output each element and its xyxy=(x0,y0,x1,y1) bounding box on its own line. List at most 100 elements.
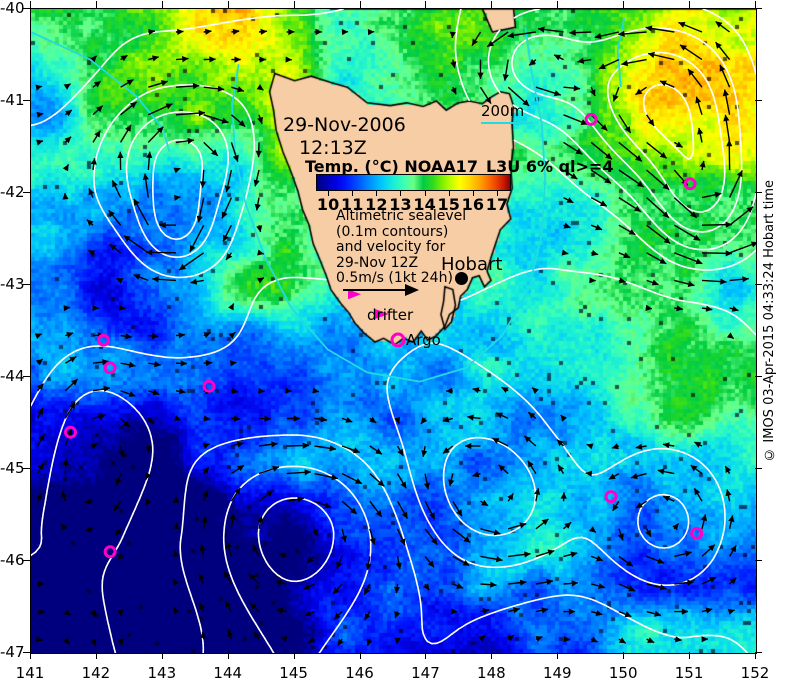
sealevel-contour xyxy=(605,172,612,178)
sealevel-contour xyxy=(625,133,632,140)
sealevel-contour xyxy=(364,570,369,577)
sealevel-contour xyxy=(498,608,503,612)
velocity-arrow-head xyxy=(333,587,340,595)
sealevel-contour xyxy=(99,138,104,145)
sealevel-contour xyxy=(672,239,680,245)
velocity-arrow-head xyxy=(482,608,490,615)
velocity-arrow-head xyxy=(336,561,343,569)
sealevel-contour xyxy=(68,350,76,356)
sealevel-contour xyxy=(629,138,636,145)
sealevel-contour xyxy=(186,230,192,236)
velocity-arrow-head xyxy=(742,276,749,283)
sealevel-contour xyxy=(414,488,418,496)
x-axis-tick xyxy=(359,1,361,8)
sealevel-contour xyxy=(245,109,250,116)
sealevel-contour xyxy=(690,118,693,126)
sealevel-contour xyxy=(738,186,742,193)
sealevel-contour xyxy=(688,109,692,116)
velocity-arrow-head xyxy=(66,428,73,436)
sealevel-contour xyxy=(513,563,521,567)
sealevel-contour xyxy=(527,9,535,13)
velocity-arrow-head xyxy=(341,28,349,36)
sealevel-contour xyxy=(142,483,146,491)
velocity-arrow-head xyxy=(37,462,44,470)
velocity-arrow-head xyxy=(569,29,576,36)
velocity-arrow-head xyxy=(147,417,154,424)
sealevel-contour xyxy=(49,469,52,475)
sealevel-contour xyxy=(474,291,479,295)
sealevel-contour xyxy=(556,268,564,271)
velocity-arrow-head xyxy=(590,636,598,643)
sealevel-contour xyxy=(715,104,718,111)
sealevel-contour xyxy=(95,152,99,159)
velocity-arrow-head xyxy=(547,549,555,556)
sealevel-contour xyxy=(610,177,617,183)
velocity-arrow-head xyxy=(399,538,406,546)
sealevel-contour xyxy=(78,347,86,351)
sealevel-contour xyxy=(629,167,636,174)
sealevel-contour xyxy=(726,70,731,78)
sealevel-contour xyxy=(153,157,157,164)
sealevel-contour xyxy=(489,611,496,615)
x-axis-tick-label: 145 xyxy=(279,664,308,682)
sealevel-contour xyxy=(634,575,641,580)
sealevel-contour xyxy=(154,214,158,222)
sealevel-contour xyxy=(117,541,121,548)
velocity-arrow-head xyxy=(64,136,72,144)
sealevel-contour xyxy=(713,99,717,106)
sealevel-contour xyxy=(320,437,327,441)
sealevel-contour xyxy=(39,119,47,124)
sealevel-contour xyxy=(668,296,675,300)
velocity-arrow-head xyxy=(585,470,593,477)
y-axis-tick xyxy=(23,376,30,377)
x-axis-tick xyxy=(95,1,97,8)
sealevel-contour xyxy=(53,450,57,457)
sealevel-contour xyxy=(199,243,203,248)
velocity-arrow-head xyxy=(553,90,561,97)
velocity-arrow-head xyxy=(227,630,234,638)
sealevel-contour xyxy=(663,51,670,55)
velocity-arrow-head xyxy=(256,225,263,233)
sealevel-contour xyxy=(513,389,519,395)
sealevel-contour xyxy=(320,565,324,570)
sealevel-contour xyxy=(189,355,197,358)
sealevel-contour xyxy=(639,27,646,31)
velocity-arrow-head xyxy=(260,28,268,35)
velocity-arrow-head xyxy=(202,443,210,449)
sealevel-contour xyxy=(732,85,736,92)
sealevel-contour xyxy=(643,288,651,292)
sealevel-contour xyxy=(697,634,704,637)
sealevel-contour xyxy=(138,493,143,501)
sealevel-contour xyxy=(532,599,537,602)
sealevel-contour xyxy=(320,470,327,475)
sealevel-contour xyxy=(719,537,724,544)
velocity-arrow-head xyxy=(203,415,211,422)
credit-label: © IMOS 03-Apr-2015 04:33:24 Hobart time xyxy=(762,180,777,462)
velocity-arrow-head xyxy=(431,537,438,545)
sealevel-contour xyxy=(110,637,114,645)
sealevel-contour xyxy=(223,248,229,255)
sealevel-contour xyxy=(634,284,641,288)
sealevel-contour xyxy=(511,56,514,63)
velocity-arrow-head xyxy=(672,523,679,531)
map-plot-area[interactable]: 29-Nov-2006 12:13Z Temp. (°C) NOAA17_L3U… xyxy=(30,8,757,654)
sealevel-contour xyxy=(518,13,524,16)
sealevel-contour xyxy=(634,451,641,455)
x-axis-tick xyxy=(557,1,559,8)
sealevel-contour xyxy=(238,438,245,441)
velocity-arrow-head xyxy=(152,55,159,62)
sealevel-contour xyxy=(226,507,230,515)
sealevel-contour xyxy=(465,296,469,299)
sealevel-contour xyxy=(687,33,695,38)
velocity-arrow-head xyxy=(487,40,495,47)
y-axis-tick xyxy=(23,8,30,9)
velocity-arrow-head xyxy=(675,636,682,643)
sealevel-contour xyxy=(252,619,257,626)
sealevel-contour xyxy=(460,297,467,301)
sealevel-contour xyxy=(101,575,104,582)
sealevel-contour xyxy=(490,75,494,82)
y-axis-tick xyxy=(755,100,762,101)
velocity-arrow-head xyxy=(202,490,209,498)
sealevel-contour xyxy=(126,152,130,158)
sealevel-contour xyxy=(576,270,583,274)
